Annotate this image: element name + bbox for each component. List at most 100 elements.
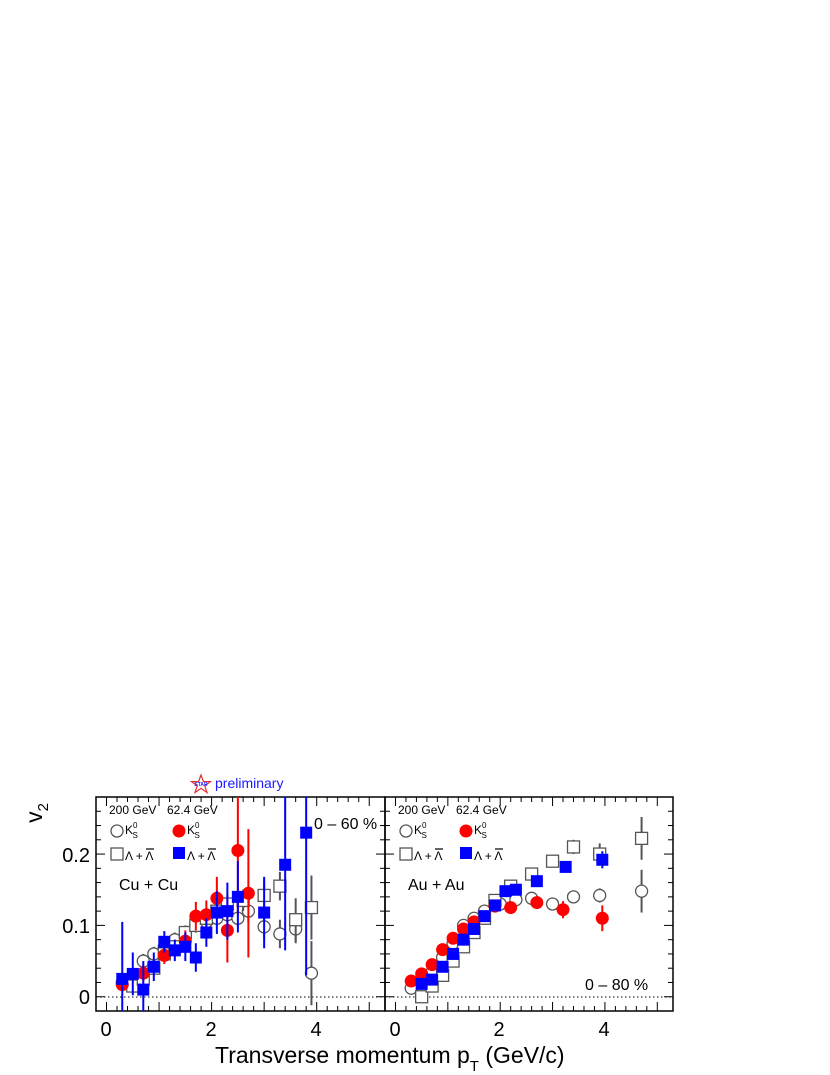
legend-kaon-label: K0 S [187, 821, 200, 840]
legend-lambda-label: Λ + Λ [414, 849, 442, 863]
star-logo-text: STAR [194, 782, 208, 788]
data-point [273, 927, 287, 941]
data-point [488, 899, 501, 912]
x-tick-label: 0 [100, 1019, 111, 1041]
data-point [158, 935, 171, 948]
x-tick-label: 4 [598, 1019, 609, 1041]
legend-marker-open-circle [110, 824, 124, 838]
data-point [179, 940, 192, 953]
legend-kaon-label: K0 S [474, 821, 487, 840]
system-label: Cu + Cu [119, 877, 178, 894]
legend-lambda-label: Λ + Λ [125, 849, 153, 863]
data-point [279, 858, 292, 871]
data-point [596, 853, 609, 866]
data-point [504, 901, 518, 915]
legend-marker-filled-circle [172, 824, 186, 838]
data-point [545, 854, 560, 868]
data-point [137, 983, 150, 996]
legend-energy-200: 200 GeV [109, 803, 156, 817]
data-point [189, 951, 202, 964]
legend: 200 GeV 62.4 GeV K0 S K0 S Λ + Λ Λ + Λ [398, 803, 507, 863]
data-point [530, 875, 543, 888]
data-point [157, 948, 171, 962]
preliminary-label: preliminary [215, 775, 283, 791]
data-point [447, 947, 460, 960]
data-point [304, 966, 319, 980]
legend: 200 GeV 62.4 GeV K0 S K0 S Λ + Λ Λ + Λ [109, 803, 218, 863]
data-point [126, 967, 139, 980]
star-icon [189, 773, 213, 794]
legend-marker-open-square [399, 847, 413, 861]
data-point [566, 840, 581, 854]
data-point [634, 831, 649, 846]
data-point [478, 910, 491, 923]
panel-cu-cu: 0 0.1 0.2 0 2 4 200 GeV 62.4 GeV K0 S K0 S… [62, 796, 386, 1041]
y-tick-label: 0.1 [62, 916, 90, 938]
data-point [273, 879, 287, 893]
data-point [415, 967, 429, 981]
system-label: Au + Au [408, 877, 465, 894]
data-point [300, 826, 313, 839]
axis-ticks [385, 796, 673, 1012]
panel-frame [384, 796, 674, 1012]
data-point [199, 908, 213, 922]
legend-marker-filled-square [173, 847, 185, 859]
star-preliminary-logo: STAR preliminary [189, 773, 283, 794]
x-tick-label: 4 [310, 1019, 321, 1041]
legend-marker-open-circle [399, 824, 413, 838]
x-tick-label: 2 [205, 1019, 216, 1041]
data-point [436, 943, 450, 957]
data-point [304, 900, 319, 915]
data-point [426, 973, 439, 986]
y-tick-labels: 0 0.1 0.2 [62, 845, 90, 1009]
data-point [499, 885, 512, 898]
y-tick-label: 0.2 [62, 845, 90, 867]
data-point [241, 886, 255, 900]
data-markers [115, 797, 319, 1011]
data-point [530, 896, 544, 910]
data-point [425, 958, 439, 972]
x-tick-label: 0 [389, 1019, 400, 1041]
data-point [404, 974, 418, 988]
data-point [415, 977, 428, 990]
centrality-label: 0 – 60 % [314, 816, 377, 833]
data-point [116, 972, 129, 985]
x-tick-label: 2 [493, 1019, 504, 1041]
data-point [545, 897, 560, 911]
x-tick-labels: 0 2 4 [100, 1019, 321, 1041]
data-point [509, 883, 522, 896]
data-point [556, 903, 570, 917]
data-point [559, 860, 572, 873]
legend-kaon-label: K0 S [125, 821, 138, 840]
data-point [593, 888, 607, 903]
data-point [221, 905, 234, 918]
data-point [210, 906, 223, 919]
data-point [446, 931, 460, 945]
x-tick-labels: 0 2 4 [389, 1019, 609, 1041]
data-point [231, 890, 244, 903]
x-axis-title: Transverse momentum pT (GeV/c) [215, 1042, 565, 1075]
data-point [231, 844, 245, 857]
legend-marker-open-square [110, 847, 124, 861]
legend-kaon-label: K0 S [414, 821, 427, 840]
y-axis-title: v2 [21, 803, 52, 823]
data-point [566, 890, 581, 904]
data-point [415, 990, 429, 1004]
data-markers [404, 816, 649, 1004]
legend-lambda-label: Λ + Λ [474, 849, 502, 863]
data-point [189, 909, 203, 923]
data-point [168, 944, 181, 957]
y-tick-label: 0 [79, 987, 90, 1009]
legend-marker-filled-circle [459, 824, 473, 838]
data-point [147, 960, 160, 973]
data-point [457, 933, 470, 946]
data-point [634, 884, 649, 898]
data-point [289, 913, 303, 927]
data-point [468, 922, 481, 935]
data-point [258, 906, 271, 919]
data-point [436, 960, 449, 973]
data-point [200, 926, 213, 939]
data-point [457, 922, 471, 936]
centrality-label: 0 – 80 % [585, 977, 648, 994]
